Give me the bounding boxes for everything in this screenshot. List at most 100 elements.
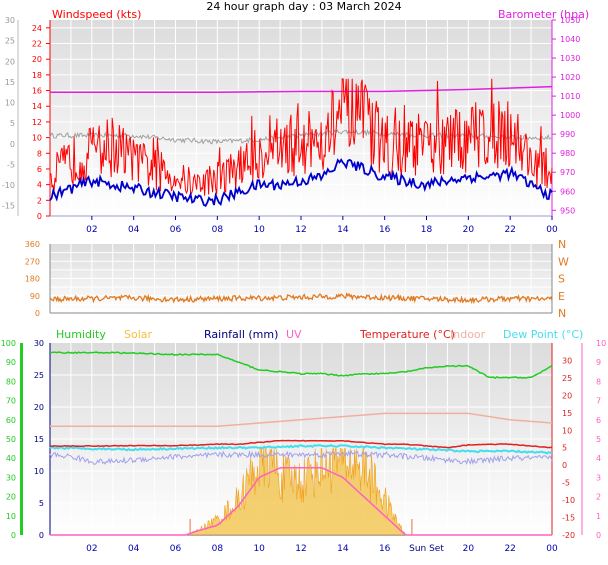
y-rain-tick-label: 0 bbox=[39, 531, 44, 540]
y-humidity-tick-label: 40 bbox=[6, 454, 16, 463]
y-right-tick-label: 960 bbox=[560, 187, 575, 196]
y-temp-tick-label: 10 bbox=[562, 426, 572, 435]
x-tick-label: 16 bbox=[379, 225, 391, 235]
y-rain-tick-label: 25 bbox=[34, 371, 44, 380]
y-humidity-tick-label: 100 bbox=[1, 339, 16, 348]
x-tick-label: 22 bbox=[504, 544, 515, 554]
y-outer-tick-label: 30 bbox=[5, 16, 15, 25]
series-indoor-line bbox=[50, 412, 553, 427]
series-humidity-line bbox=[49, 351, 553, 379]
legend-item: Dew Point (°C) bbox=[503, 328, 583, 341]
y-outer-tick-label: -10 bbox=[2, 181, 15, 190]
y-temp-tick-label: 0 bbox=[562, 461, 567, 470]
y-temp-tick-label: -5 bbox=[562, 479, 570, 488]
y-tick-label: 180 bbox=[25, 275, 40, 284]
y-tick-label: 0 bbox=[37, 212, 42, 221]
y-outer-tick-label: 20 bbox=[5, 57, 15, 66]
x-tick-label: 18 bbox=[421, 225, 433, 235]
x-tick-label: Sun Set bbox=[409, 544, 444, 554]
y-tick-label: 8 bbox=[37, 149, 42, 158]
y-tick-label: 6 bbox=[37, 165, 42, 174]
y-outer-tick-label: 25 bbox=[5, 37, 15, 46]
x-tick-label: 14 bbox=[337, 225, 349, 235]
y-rain-tick-label: 30 bbox=[34, 339, 44, 348]
legend-item: Solar bbox=[124, 328, 153, 341]
x-tick-label: 08 bbox=[212, 544, 224, 554]
y-uv-tick-label: 9 bbox=[596, 358, 601, 367]
x-tick-label: 20 bbox=[463, 544, 475, 554]
y-temp-tick-label: -20 bbox=[562, 531, 575, 540]
y-uv-tick-label: 8 bbox=[596, 377, 601, 386]
y-humidity-tick-label: 50 bbox=[6, 435, 16, 444]
y-outer-tick-label: -5 bbox=[7, 160, 15, 169]
y-humidity-tick-label: 0 bbox=[11, 531, 16, 540]
y-temp-tick-label: -10 bbox=[562, 496, 575, 505]
y-right-tick-label: 1010 bbox=[560, 92, 580, 101]
y-tick-label: 10 bbox=[32, 134, 42, 143]
y-right-tick-label: 990 bbox=[560, 130, 575, 139]
y-rain-tick-label: 10 bbox=[34, 467, 44, 476]
series-dew-point-line bbox=[49, 444, 553, 455]
series-uv-line bbox=[50, 467, 552, 536]
series-wind-direction-line bbox=[49, 291, 553, 305]
x-tick-label: 04 bbox=[128, 225, 140, 235]
y-axis-humidity bbox=[20, 343, 23, 535]
y-tick-label: 24 bbox=[32, 24, 42, 33]
x-tick-label: 12 bbox=[295, 225, 306, 235]
y-tick-label: 18 bbox=[32, 71, 42, 80]
y-humidity-tick-label: 90 bbox=[6, 358, 16, 367]
legend-item: UV bbox=[286, 328, 302, 341]
series-barometer-line bbox=[50, 85, 553, 94]
y-uv-tick-label: 1 bbox=[596, 512, 601, 521]
legend-item: Temperature (°C) bbox=[359, 328, 455, 341]
series-wind-average-line bbox=[49, 158, 553, 207]
x-tick-label: 06 bbox=[170, 225, 182, 235]
y-uv-tick-label: 5 bbox=[596, 435, 601, 444]
y-tick-label: 22 bbox=[32, 40, 42, 49]
y-tick-label: 90 bbox=[30, 292, 40, 301]
legend-item: Humidity bbox=[56, 328, 106, 341]
y-uv-tick-label: 10 bbox=[596, 339, 606, 348]
y-temp-tick-label: 25 bbox=[562, 374, 572, 383]
compass-label: S bbox=[558, 273, 565, 286]
x-tick-label: 12 bbox=[295, 544, 306, 554]
legend-item: Rainfall (mm) bbox=[204, 328, 278, 341]
y-humidity-tick-label: 60 bbox=[6, 416, 16, 425]
x-tick-label: 10 bbox=[253, 544, 265, 554]
y-tick-label: 2 bbox=[37, 196, 42, 205]
y-humidity-tick-label: 20 bbox=[6, 493, 16, 502]
x-tick-label: 02 bbox=[86, 225, 97, 235]
y-temp-tick-label: 30 bbox=[562, 356, 572, 365]
y-tick-label: 4 bbox=[37, 181, 42, 190]
y-right-tick-label: 950 bbox=[560, 206, 575, 215]
y-uv-tick-label: 4 bbox=[596, 454, 601, 463]
y-right-tick-label: 1030 bbox=[560, 54, 580, 63]
y-outer-tick-label: 5 bbox=[10, 119, 15, 128]
y-tick-label: 270 bbox=[25, 257, 40, 266]
y-temp-tick-label: 20 bbox=[562, 391, 572, 400]
y-tick-label: 0 bbox=[35, 309, 40, 318]
chart-title: 24 hour graph day : 03 March 2024 bbox=[206, 0, 401, 13]
y-humidity-tick-label: 10 bbox=[6, 512, 16, 521]
y-uv-tick-label: 7 bbox=[596, 397, 601, 406]
y-tick-label: 12 bbox=[32, 118, 42, 127]
y-right-tick-label: 1020 bbox=[560, 73, 580, 82]
legend-item: Indoor bbox=[450, 328, 486, 341]
y-right-tick-label: 1050 bbox=[560, 16, 580, 25]
y-uv-tick-label: 3 bbox=[596, 473, 601, 482]
series-apparent-line bbox=[49, 449, 553, 465]
y-rain-tick-label: 20 bbox=[34, 403, 44, 412]
wind-pressure-panel: 024681012141618202224-15-10-505101520253… bbox=[2, 8, 589, 235]
x-tick-label: 00 bbox=[546, 225, 558, 235]
y-outer-tick-label: 15 bbox=[5, 78, 15, 87]
x-tick-label: 00 bbox=[546, 544, 558, 554]
legend-windspeed: Windspeed (kts) bbox=[52, 8, 141, 21]
compass-label: N bbox=[558, 307, 566, 320]
y-uv-tick-label: 6 bbox=[596, 416, 601, 425]
y-right-tick-label: 980 bbox=[560, 149, 575, 158]
y-tick-label: 16 bbox=[32, 87, 42, 96]
legend-barometer: Barometer (hpa) bbox=[498, 8, 589, 21]
y-tick-label: 360 bbox=[25, 240, 40, 249]
